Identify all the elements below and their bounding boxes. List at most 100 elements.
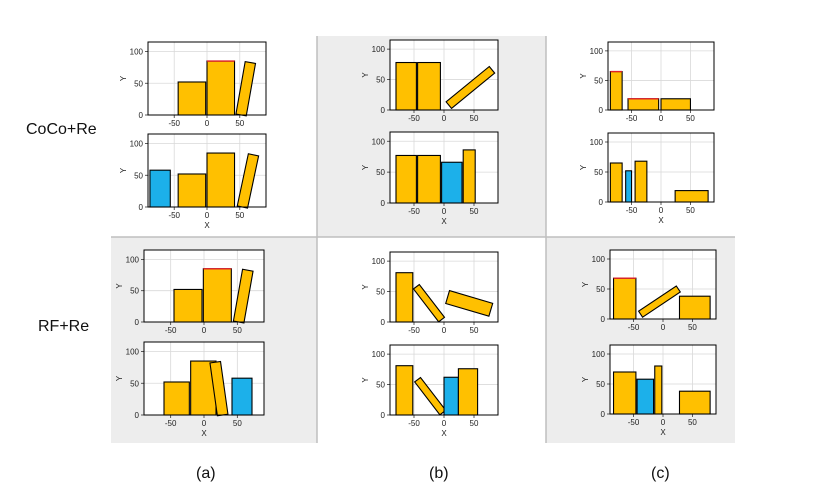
orange-block (202, 268, 232, 323)
x-tick-label: 50 (235, 211, 244, 220)
x-tick-label: -50 (408, 207, 420, 216)
x-tick-label: 0 (205, 211, 210, 220)
orange-block (678, 295, 711, 320)
blue-block (443, 376, 459, 416)
orange-block (634, 160, 648, 203)
x-axis-label: X (658, 216, 664, 225)
x-axis-label: X (441, 217, 447, 226)
plot-5: -50 0 50 0 50 100 Y (579, 41, 715, 123)
x-tick-label: -50 (165, 419, 177, 428)
plot-8: -50 0 50 0 50 100 Y X (115, 341, 265, 438)
y-tick-label: 50 (594, 76, 603, 85)
y-axis-label: Y (119, 75, 128, 81)
plot-1: -50 0 50 0 50 100 Y (119, 41, 267, 128)
y-tick-label: 100 (592, 255, 606, 264)
x-tick-label: -50 (165, 326, 177, 335)
blue-block (149, 169, 171, 208)
orange-block (163, 381, 190, 416)
y-tick-label: 50 (376, 288, 385, 297)
y-tick-label: 0 (601, 410, 606, 419)
y-tick-label: 0 (135, 411, 140, 420)
tilted-orange-block (412, 283, 446, 323)
plot-frame (147, 133, 267, 208)
plot-grid: -50 0 50 0 50 100 Y -50 0 50 0 50 100 Y X -50 0 50 0 50 100 Y… (115, 39, 717, 438)
x-axis-label: X (441, 429, 447, 438)
x-tick-label: 50 (470, 207, 479, 216)
column-label-b: (b) (429, 465, 449, 482)
x-tick-label: -50 (408, 419, 420, 428)
orange-block (457, 368, 479, 416)
y-tick-label: 0 (135, 318, 140, 327)
y-tick-label: 100 (590, 138, 604, 147)
plot-9: -50 0 50 0 50 100 Y (361, 251, 499, 335)
orange-block (674, 190, 709, 203)
orange-block (417, 154, 441, 204)
plot-7: -50 0 50 0 50 100 Y (115, 249, 265, 335)
row-label-coco: CoCo+Re (26, 121, 97, 138)
y-tick-label: 50 (594, 168, 603, 177)
x-axis-label: X (660, 428, 666, 437)
x-tick-label: -50 (408, 326, 420, 335)
y-tick-label: 50 (596, 380, 605, 389)
blue-block (231, 377, 253, 416)
y-tick-label: 50 (376, 76, 385, 85)
plot-frame (147, 41, 267, 116)
blue-block (625, 170, 633, 203)
x-tick-label: 50 (688, 323, 697, 332)
y-tick-label: 50 (134, 79, 143, 88)
x-tick-label: -50 (626, 206, 638, 215)
plot-frame (609, 249, 717, 320)
y-tick-label: 50 (130, 379, 139, 388)
plot-frame (607, 41, 715, 111)
plot-2: -50 0 50 0 50 100 Y X (119, 133, 267, 230)
x-tick-label: -50 (628, 418, 640, 427)
y-axis-label: Y (361, 72, 370, 78)
plot-frame (389, 131, 499, 204)
y-axis-label: Y (115, 283, 124, 289)
y-tick-label: 100 (592, 350, 606, 359)
y-tick-label: 100 (372, 257, 386, 266)
column-label-a: (a) (196, 465, 216, 482)
y-axis-label: Y (361, 284, 370, 290)
orange-block (177, 173, 207, 208)
x-tick-label: -50 (168, 211, 180, 220)
y-axis-label: Y (361, 377, 370, 383)
tilted-orange-block (445, 65, 496, 110)
plot-6: -50 0 50 0 50 100 Y X (579, 132, 715, 225)
x-tick-label: 0 (661, 323, 666, 332)
y-axis-label: Y (581, 376, 590, 382)
plot-4: -50 0 50 0 50 100 Y X (361, 131, 499, 226)
orange-block (462, 149, 476, 204)
y-axis-label: Y (119, 167, 128, 173)
orange-block (660, 98, 691, 111)
orange-block (609, 71, 623, 111)
x-tick-label: 0 (202, 419, 207, 428)
x-axis-label: X (201, 429, 207, 438)
x-tick-label: -50 (408, 114, 420, 123)
y-tick-label: 0 (381, 411, 386, 420)
y-axis-label: Y (579, 164, 588, 170)
orange-block (609, 162, 623, 203)
orange-block (417, 61, 441, 111)
orange-block (678, 390, 711, 415)
y-tick-label: 50 (596, 285, 605, 294)
blue-block (636, 378, 655, 415)
orange-block (612, 371, 637, 415)
x-tick-label: 50 (470, 326, 479, 335)
plot-11: -50 0 50 0 50 100 Y (581, 249, 717, 332)
x-tick-label: 50 (233, 419, 242, 428)
plot-frame (389, 39, 499, 111)
x-tick-label: -50 (628, 323, 640, 332)
y-axis-label: Y (579, 73, 588, 79)
y-tick-label: 50 (376, 381, 385, 390)
y-tick-label: 100 (126, 255, 140, 264)
x-tick-label: 50 (688, 418, 697, 427)
y-tick-label: 100 (372, 137, 386, 146)
row-label-rf: RF+Re (38, 318, 89, 335)
y-tick-label: 100 (130, 140, 144, 149)
x-tick-label: 0 (205, 119, 210, 128)
y-tick-label: 100 (126, 348, 140, 357)
orange-block (654, 365, 663, 415)
plot-frame (607, 132, 715, 203)
